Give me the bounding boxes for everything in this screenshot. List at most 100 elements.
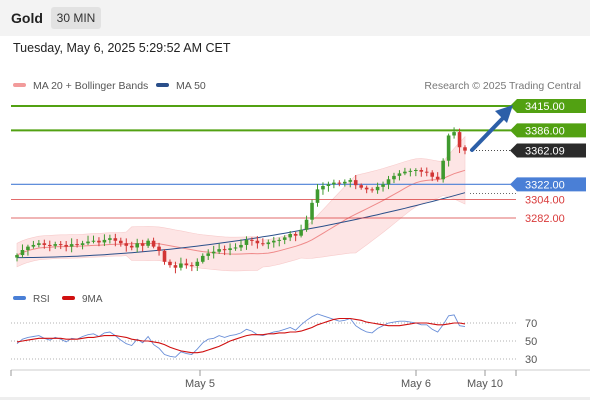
- candle-body: [53, 244, 58, 246]
- candle-body: [375, 186, 380, 191]
- asset-title: Gold: [11, 10, 43, 26]
- rsi-ma-line: [16, 317, 466, 354]
- candle-body: [200, 255, 205, 262]
- rsi-line: [16, 313, 466, 358]
- candle-body: [397, 173, 402, 176]
- candle-body: [80, 243, 85, 245]
- candle-body: [386, 179, 391, 185]
- legend-ma50: MA 50: [156, 80, 206, 92]
- candle-body: [452, 132, 456, 136]
- x-axis-label-May-6: May 6: [401, 378, 431, 390]
- candle-body: [244, 239, 249, 245]
- candle-body: [173, 265, 178, 268]
- timestamp: Tuesday, May 6, 2025 5:29:52 AM CET: [13, 41, 231, 55]
- candle-body: [151, 240, 156, 247]
- candle-body: [119, 240, 123, 244]
- legend-ma20-label: MA 20 + Bollinger Bands: [33, 80, 149, 92]
- candle-body: [392, 175, 396, 180]
- candle-body: [293, 234, 298, 236]
- legend-9ma: 9MA: [62, 294, 103, 305]
- candle-body: [239, 244, 243, 248]
- candle-body: [113, 238, 118, 241]
- level-tag-3322.00: [510, 177, 586, 192]
- candle-body: [304, 219, 309, 230]
- candle-body: [359, 185, 363, 188]
- candle-body: [222, 249, 227, 251]
- candle-body: [282, 237, 287, 240]
- candle-body: [64, 244, 68, 247]
- candle-body: [195, 261, 200, 266]
- candle-body: [381, 184, 385, 187]
- candle-body: [75, 244, 79, 246]
- candle-body: [463, 147, 467, 151]
- candle-body: [261, 243, 265, 245]
- level-label-3362.09: 3362.09: [525, 146, 565, 158]
- timeframe-badge[interactable]: 30 MIN: [51, 7, 101, 29]
- candle-body: [91, 240, 96, 242]
- candle-body: [108, 238, 112, 240]
- candle-body: [343, 181, 347, 184]
- copyright-text: Research © 2025 Trading Central: [424, 80, 581, 92]
- candle-body: [31, 244, 36, 247]
- candle-body: [206, 253, 211, 256]
- candle-body: [162, 250, 167, 262]
- candle-body: [168, 261, 172, 266]
- candle-body: [15, 255, 19, 258]
- candle-body: [47, 244, 52, 246]
- level-tag-3415.00: [510, 99, 586, 113]
- candle-body: [299, 229, 303, 236]
- candle-body: [337, 182, 342, 184]
- candle-body: [326, 184, 331, 186]
- candle-body: [146, 240, 150, 246]
- candle-body: [129, 245, 134, 248]
- candle-body: [332, 182, 336, 185]
- candle-body: [266, 242, 271, 245]
- candle-body: [233, 247, 238, 249]
- candle-body: [430, 172, 435, 177]
- legend-swatch-ma20: [13, 83, 26, 88]
- candle-body: [42, 243, 47, 245]
- candle-body: [441, 160, 445, 180]
- candle-body: [414, 170, 418, 171]
- rsi-tick-label-30: 30: [525, 354, 537, 366]
- candle-body: [228, 248, 232, 250]
- candle-body: [348, 180, 353, 182]
- candle-body: [140, 243, 145, 246]
- candle-body: [179, 263, 183, 268]
- legend-ma50-label: MA 50: [176, 80, 206, 92]
- level-tag-3362.09: [510, 143, 586, 158]
- candle-body: [419, 170, 424, 172]
- candle-body: [135, 243, 139, 248]
- candle-body: [435, 176, 440, 180]
- rsi-tick-label-70: 70: [525, 318, 537, 330]
- candle-body: [102, 239, 107, 243]
- x-axis-label-May-5: May 5: [185, 378, 215, 390]
- bottom-border: [0, 397, 590, 400]
- level-label-3386.00: 3386.00: [525, 125, 565, 137]
- candle-body: [277, 239, 282, 241]
- forecast-arrow-head: [495, 105, 513, 123]
- bollinger-band: [16, 135, 466, 272]
- legend-rsi-label: RSI: [33, 294, 50, 305]
- candle-body: [271, 240, 276, 243]
- candle-body: [250, 239, 254, 241]
- candle-body: [288, 234, 292, 238]
- level-label-3282.00: 3282.00: [525, 213, 565, 225]
- legend-swatch-rsi: [13, 296, 26, 301]
- candle-body: [217, 249, 221, 252]
- candle-body: [58, 244, 63, 246]
- candle-body: [370, 189, 374, 191]
- level-tag-3386.00: [510, 123, 586, 138]
- candle-body: [457, 132, 462, 148]
- candle-body: [69, 244, 74, 247]
- level-label-3322.00: 3322.00: [525, 179, 565, 191]
- candle-body: [315, 189, 320, 203]
- candle-body: [20, 250, 25, 256]
- candle-body: [26, 246, 30, 250]
- x-axis-label-May-10: May 10: [467, 378, 503, 390]
- candle-body: [190, 265, 194, 267]
- candle-body: [211, 251, 216, 254]
- candle-body: [310, 202, 314, 220]
- candle-body: [364, 187, 369, 190]
